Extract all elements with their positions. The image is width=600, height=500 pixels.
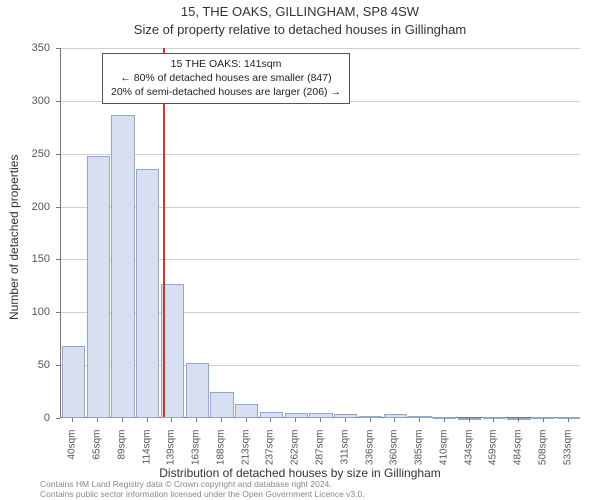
y-tick-label: 50 [0, 359, 50, 371]
x-tick-mark [295, 418, 296, 422]
y-tick-mark [56, 418, 60, 419]
x-tick-mark [370, 418, 371, 422]
y-tick-label: 300 [0, 95, 50, 107]
x-tick-mark [444, 418, 445, 422]
x-tick-mark [469, 418, 470, 422]
y-tick-label: 250 [0, 148, 50, 160]
x-tick-mark [122, 418, 123, 422]
annotation-box: 15 THE OAKS: 141sqm← 80% of detached hou… [102, 53, 350, 104]
x-tick-mark [394, 418, 395, 422]
y-tick-label: 350 [0, 42, 50, 54]
x-tick-mark [419, 418, 420, 422]
bar [532, 417, 555, 419]
title-line-2: Size of property relative to detached ho… [0, 22, 600, 37]
x-tick-mark [543, 418, 544, 422]
annotation-line-1: ← 80% of detached houses are smaller (84… [111, 71, 341, 85]
bar [136, 169, 159, 418]
y-axis-label: Number of detached properties [7, 155, 21, 320]
bar [62, 346, 85, 418]
x-tick-mark [270, 418, 271, 422]
bar [210, 392, 233, 418]
annotation-line-0: 15 THE OAKS: 141sqm [111, 57, 341, 71]
attribution-footer: Contains HM Land Registry data © Crown c… [40, 480, 365, 499]
x-tick-mark [345, 418, 346, 422]
annotation-line-2: 20% of semi-detached houses are larger (… [111, 85, 341, 99]
y-tick-label: 0 [0, 412, 50, 424]
footer-line-2: Contains public sector information licen… [40, 490, 365, 499]
x-tick-mark [246, 418, 247, 422]
x-tick-mark [568, 418, 569, 422]
x-tick-mark [196, 418, 197, 422]
bar [186, 363, 209, 418]
x-tick-mark [518, 418, 519, 422]
x-tick-mark [320, 418, 321, 422]
y-tick-label: 100 [0, 306, 50, 318]
bar [111, 115, 134, 418]
x-tick-mark [171, 418, 172, 422]
x-tick-mark [221, 418, 222, 422]
bar [87, 156, 110, 418]
x-tick-mark [72, 418, 73, 422]
chart-container: 15, THE OAKS, GILLINGHAM, SP8 4SW Size o… [0, 0, 600, 500]
plot-area: 15 THE OAKS: 141sqm← 80% of detached hou… [60, 48, 580, 418]
gridline [61, 48, 580, 49]
bar [235, 404, 258, 418]
y-tick-label: 150 [0, 253, 50, 265]
gridline [61, 154, 580, 155]
x-tick-mark [147, 418, 148, 422]
y-tick-label: 200 [0, 201, 50, 213]
title-line-1: 15, THE OAKS, GILLINGHAM, SP8 4SW [0, 4, 600, 19]
x-tick-mark [97, 418, 98, 422]
x-axis-label: Distribution of detached houses by size … [0, 466, 600, 480]
x-tick-mark [493, 418, 494, 422]
